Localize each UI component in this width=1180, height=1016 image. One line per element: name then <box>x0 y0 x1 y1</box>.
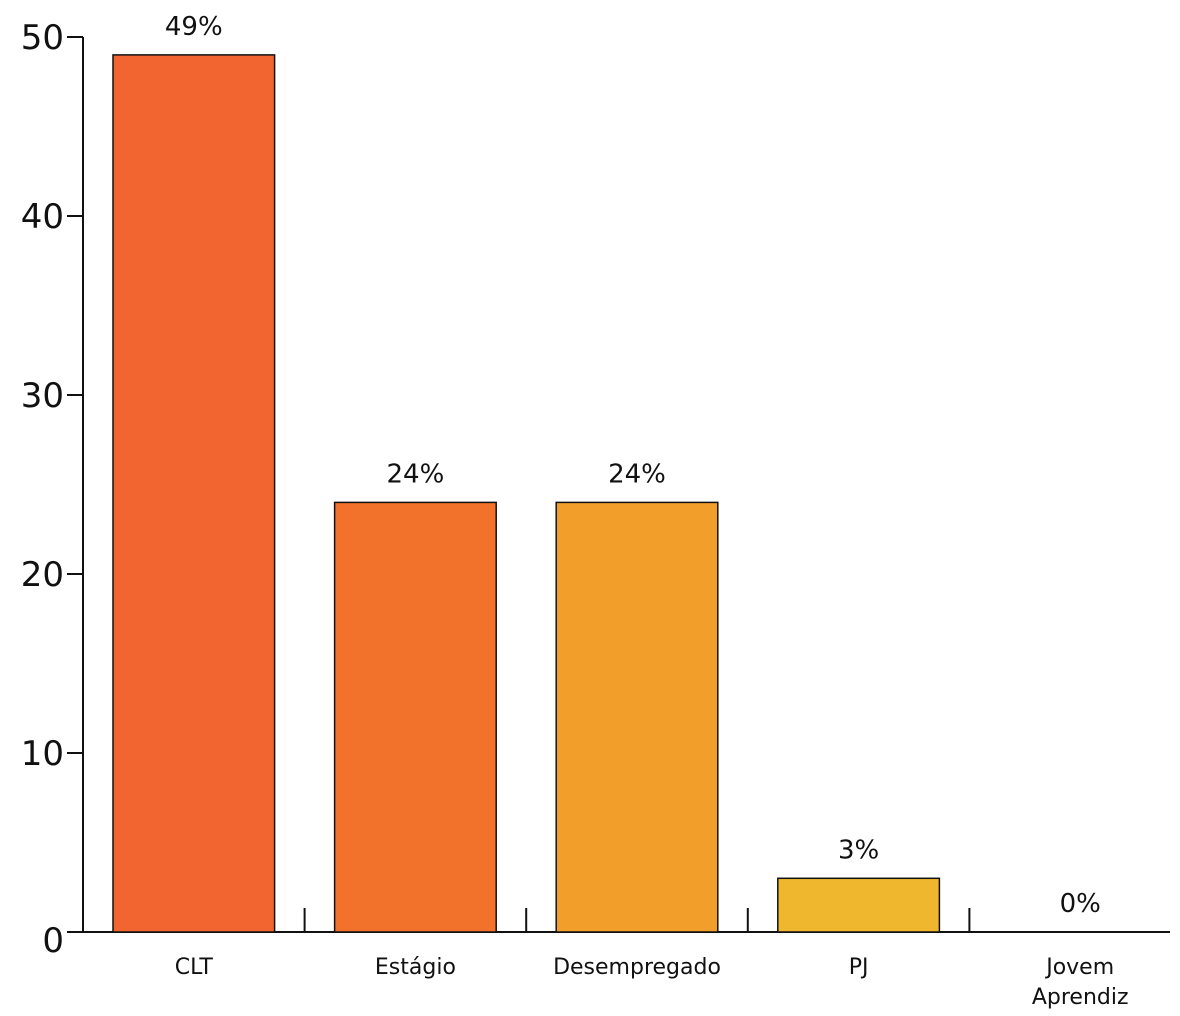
data-label: 3% <box>838 835 879 865</box>
category-label: Desempregado <box>553 955 721 980</box>
y-tick-label: 0 <box>42 921 64 961</box>
category-label: Estágio <box>375 955 456 980</box>
data-label: 0% <box>1060 889 1101 919</box>
y-tick-label: 40 <box>21 197 64 237</box>
y-tick-label: 10 <box>21 734 64 774</box>
category-label: CLT <box>175 955 214 980</box>
category-label: Jovem <box>1044 955 1114 980</box>
category-label: Aprendiz <box>1032 985 1129 1010</box>
category-label: PJ <box>849 955 869 980</box>
data-label: 24% <box>387 459 445 489</box>
chart-bars <box>112 54 941 933</box>
bar <box>333 501 497 933</box>
y-tick-label: 20 <box>21 555 64 595</box>
y-tick-label: 50 <box>21 18 64 58</box>
data-label: 49% <box>165 12 223 42</box>
chart-labels: 49% CLT 24% Estágio 24% Desempregado 3% PJ 0% Jov… <box>165 12 1129 1010</box>
y-tick-label: 30 <box>21 376 64 416</box>
data-label: 24% <box>608 459 666 489</box>
bar <box>112 54 276 933</box>
bar <box>777 877 941 933</box>
bar <box>555 501 719 933</box>
